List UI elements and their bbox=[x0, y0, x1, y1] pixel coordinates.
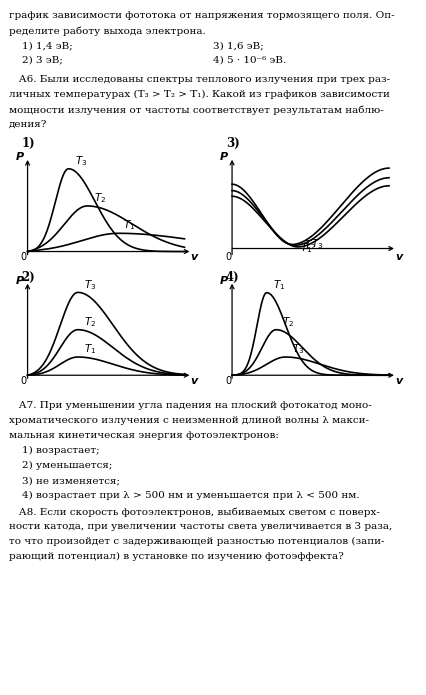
Text: $T_2$: $T_2$ bbox=[282, 315, 294, 329]
Text: 3) не изменяется;: 3) не изменяется; bbox=[9, 476, 120, 485]
Text: 2) 3 эВ;: 2) 3 эВ; bbox=[9, 56, 62, 65]
Text: 2) уменьшается;: 2) уменьшается; bbox=[9, 461, 112, 471]
Text: 3) 1,6 эВ;: 3) 1,6 эВ; bbox=[213, 41, 264, 50]
Text: А6. Были исследованы спектры теплового излучения при трех раз-: А6. Были исследованы спектры теплового и… bbox=[9, 75, 390, 84]
Text: 3): 3) bbox=[226, 137, 239, 150]
Text: 0: 0 bbox=[20, 376, 27, 386]
Text: 2): 2) bbox=[21, 270, 35, 284]
Text: А8. Если скорость фотоэлектронов, выбиваемых светом с поверх-: А8. Если скорость фотоэлектронов, выбива… bbox=[9, 507, 380, 517]
Text: 1): 1) bbox=[21, 137, 35, 150]
Text: личных температурах (T₃ > T₂ > T₁). Какой из графиков зависимости: личных температурах (T₃ > T₂ > T₁). Како… bbox=[9, 90, 389, 99]
Text: v: v bbox=[395, 376, 402, 386]
Text: ределите работу выхода электрона.: ределите работу выхода электрона. bbox=[9, 26, 205, 35]
Text: мощности излучения от частоты соответствует результатам наблю-: мощности излучения от частоты соответств… bbox=[9, 105, 383, 115]
Text: v: v bbox=[395, 252, 402, 262]
Text: $T_3$: $T_3$ bbox=[75, 154, 87, 168]
Text: А7. При уменьшении угла падения на плоский фотокатод моно-: А7. При уменьшении угла падения на плоск… bbox=[9, 401, 371, 410]
Text: 4): 4) bbox=[226, 270, 239, 284]
Text: $T_2$: $T_2$ bbox=[94, 191, 106, 205]
Text: 4) 5 · 10⁻⁶ эВ.: 4) 5 · 10⁻⁶ эВ. bbox=[213, 56, 286, 65]
Text: P: P bbox=[16, 152, 24, 162]
Text: $T_2$: $T_2$ bbox=[304, 238, 317, 252]
Text: P: P bbox=[220, 276, 228, 286]
Text: дения?: дения? bbox=[9, 120, 47, 129]
Text: $T_3$: $T_3$ bbox=[84, 278, 97, 292]
Text: $T_1$: $T_1$ bbox=[124, 219, 136, 232]
Text: ности катода, при увеличении частоты света увеличивается в 3 раза,: ности катода, при увеличении частоты све… bbox=[9, 522, 392, 531]
Text: v: v bbox=[190, 252, 198, 262]
Text: $T_2$: $T_2$ bbox=[84, 315, 96, 329]
Text: рающий потенциал) в установке по изучению фотоэффекта?: рающий потенциал) в установке по изучени… bbox=[9, 552, 343, 562]
Text: хроматического излучения с неизменной длиной волны λ макси-: хроматического излучения с неизменной дл… bbox=[9, 416, 368, 425]
Text: то что произойдет с задерживающей разностью потенциалов (запи-: то что произойдет с задерживающей разнос… bbox=[9, 537, 384, 546]
Text: $T_1$: $T_1$ bbox=[84, 343, 96, 356]
Text: P: P bbox=[220, 152, 228, 162]
Text: $T_1$: $T_1$ bbox=[299, 241, 312, 255]
Text: $T_1$: $T_1$ bbox=[273, 278, 285, 292]
Text: 1) 1,4 эВ;: 1) 1,4 эВ; bbox=[9, 41, 72, 50]
Text: 1) возрастает;: 1) возрастает; bbox=[9, 446, 99, 455]
Text: мальная кинетическая энергия фотоэлектронов:: мальная кинетическая энергия фотоэлектро… bbox=[9, 431, 279, 440]
Text: P: P bbox=[16, 276, 24, 286]
Text: график зависимости фототока от напряжения тормозящего поля. Оп-: график зависимости фототока от напряжени… bbox=[9, 11, 394, 20]
Text: 0: 0 bbox=[225, 252, 231, 262]
Text: 0: 0 bbox=[20, 252, 27, 262]
Text: $T_3$: $T_3$ bbox=[292, 343, 304, 356]
Text: v: v bbox=[190, 376, 198, 386]
Text: $T_3$: $T_3$ bbox=[311, 237, 323, 251]
Text: 4) возрастает при λ > 500 нм и уменьшается при λ < 500 нм.: 4) возрастает при λ > 500 нм и уменьшает… bbox=[9, 491, 359, 500]
Text: 0: 0 bbox=[225, 376, 231, 386]
